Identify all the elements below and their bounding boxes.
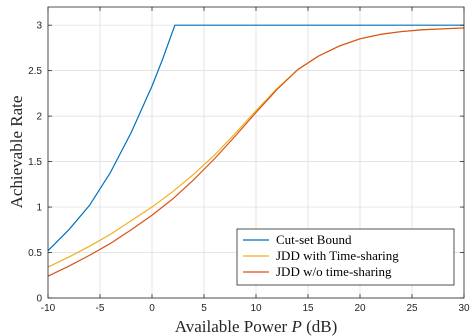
y-tick-label: 2 (36, 112, 42, 123)
series-group (47, 24, 465, 277)
x-tick-label: 20 (354, 303, 366, 314)
series-line-2 (47, 27, 465, 277)
x-axis-label: Available Power P (dB) (175, 317, 338, 336)
legend-box (236, 228, 455, 286)
legend: Cut-set Bound JDD with Time-sharing JDD … (236, 228, 455, 286)
x-tick-label: 5 (201, 303, 207, 314)
legend-label-jdd-time-sharing: JDD with Time-sharing (276, 248, 399, 263)
x-tick-label: 15 (302, 303, 314, 314)
y-tick-label: 3 (36, 21, 42, 32)
legend-label-cut-set: Cut-set Bound (276, 232, 352, 247)
y-tick-label: 1.5 (28, 157, 42, 168)
x-tick-label: -10 (41, 303, 56, 314)
x-tick-label: 10 (250, 303, 262, 314)
x-axis-label-prefix: Available Power (175, 317, 292, 336)
legend-label-jdd-no-time-sharing: JDD w/o time-sharing (276, 264, 392, 279)
y-tick-label: 0 (36, 294, 42, 305)
y-tick-label: 2.5 (28, 66, 42, 77)
x-tick-label: 30 (458, 303, 470, 314)
ticks: -10 -5 0 5 10 15 20 25 30 0 0.5 1 1.5 2 2.5 3 (28, 7, 470, 314)
x-axis-label-variable: P (290, 317, 301, 336)
y-tick-label: 1 (36, 203, 42, 214)
y-tick-label: 0.5 (28, 248, 42, 259)
x-tick-label: 0 (149, 303, 155, 314)
x-tick-label: 25 (406, 303, 418, 314)
series-line-0 (47, 24, 464, 252)
x-axis-label-suffix: (dB) (302, 317, 337, 336)
x-tick-label: -5 (96, 303, 105, 314)
y-axis-label: Achievable Rate (7, 96, 26, 209)
